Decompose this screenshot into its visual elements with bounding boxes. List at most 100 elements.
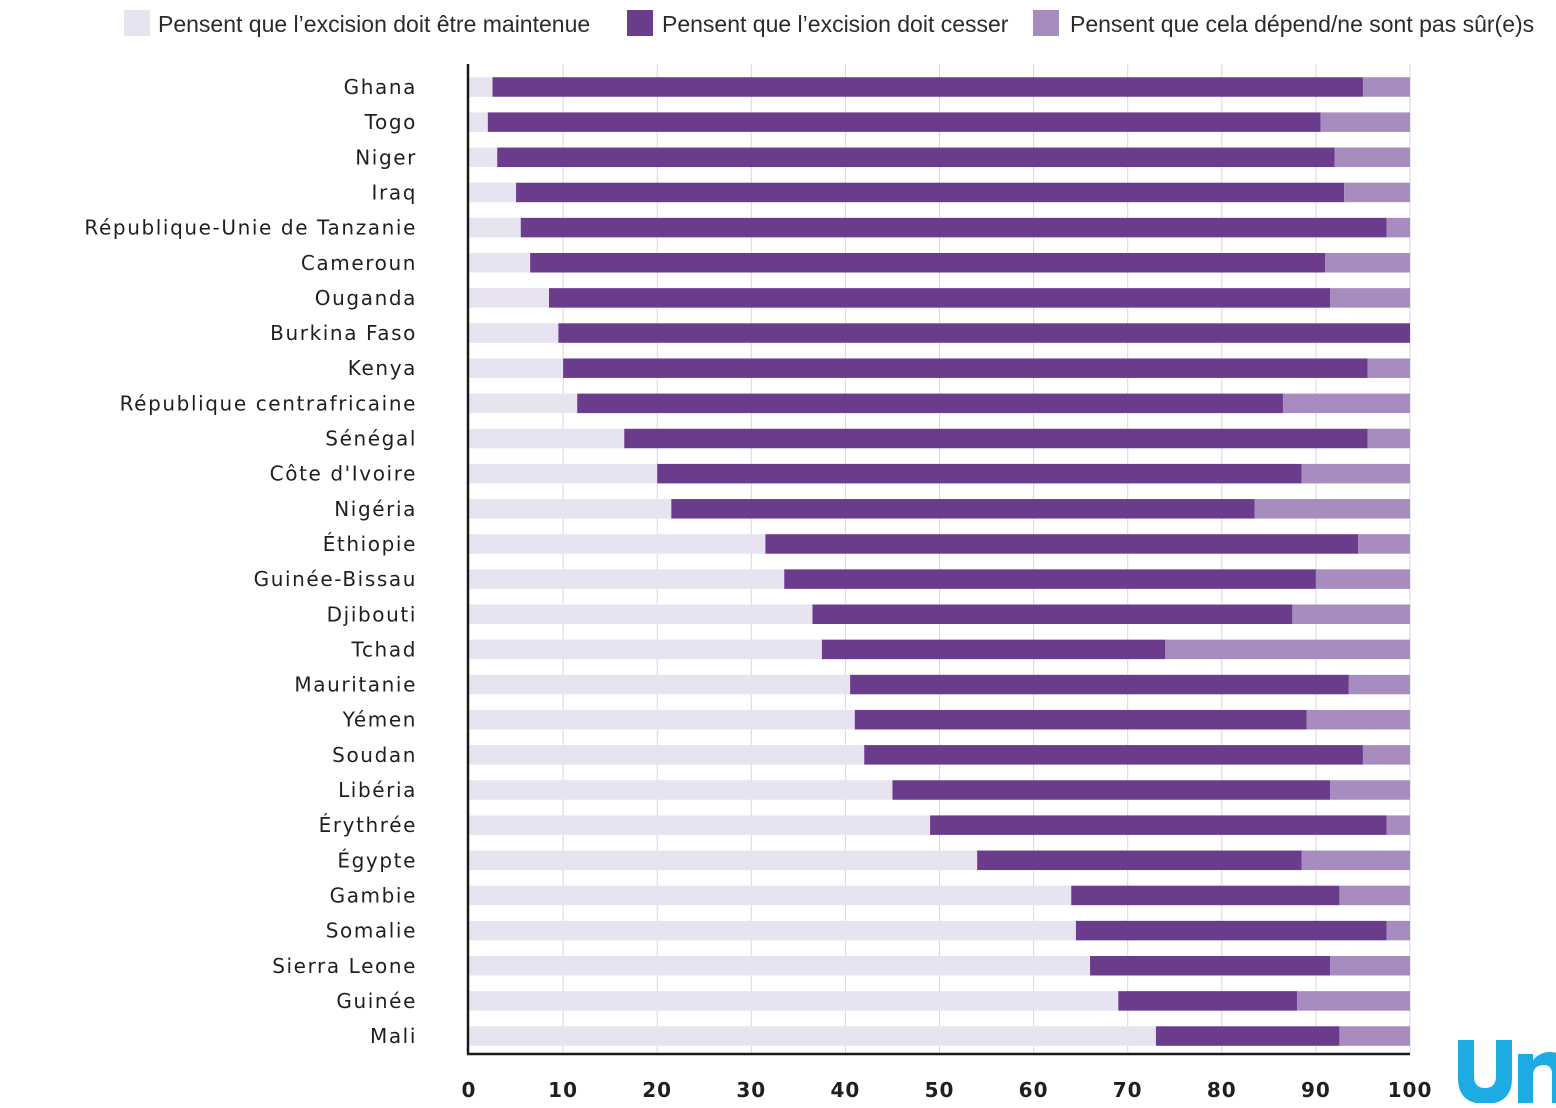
category-label: Libéria — [338, 778, 417, 802]
bar-segment — [497, 147, 1335, 168]
legend-label: Pensent que l’excision doit être mainten… — [158, 11, 590, 37]
category-label: Soudan — [332, 743, 417, 767]
bar-segment — [469, 323, 559, 343]
category-label: Burkina Faso — [270, 321, 417, 345]
logo-letter-n — [1518, 1052, 1556, 1103]
category-label: Éthiopie — [323, 532, 417, 556]
legend-swatch — [124, 10, 150, 36]
bar-segment — [1344, 182, 1410, 203]
category-label: Mali — [370, 1024, 417, 1048]
x-tick-label: 80 — [1207, 1078, 1237, 1102]
bar-segment — [469, 745, 865, 765]
category-label: Égypte — [337, 848, 417, 872]
category-label: Tchad — [351, 637, 417, 661]
bar-segment — [1325, 253, 1410, 273]
bar-segment — [469, 674, 851, 695]
bar-segment — [1254, 499, 1410, 519]
category-label: Yémen — [342, 708, 417, 732]
bar-segment — [864, 745, 1363, 765]
bar-segment — [624, 428, 1368, 449]
logo-wordmark — [1458, 1040, 1556, 1103]
bar-segment — [469, 288, 549, 308]
bar-segment — [469, 77, 493, 97]
bar-segment — [469, 499, 672, 519]
bar-segment — [1386, 217, 1410, 238]
bar-segment — [469, 956, 1091, 976]
bar-segment — [1386, 920, 1410, 941]
category-label: Côte d'Ivoire — [270, 462, 417, 486]
bar-segment — [1165, 639, 1410, 660]
bar-segment — [469, 358, 564, 378]
bar-segment — [850, 674, 1349, 695]
bar-segment — [469, 1026, 1156, 1046]
bar-segment — [469, 604, 813, 624]
bar-segment — [1339, 1026, 1410, 1046]
bar-segment — [1282, 393, 1410, 414]
bar-segment — [1334, 147, 1410, 168]
bar-segment — [1090, 956, 1331, 976]
bar-segment — [469, 534, 766, 554]
bar-segment — [1386, 815, 1410, 835]
x-tick-label: 70 — [1113, 1078, 1143, 1102]
category-label: Nigéria — [334, 497, 417, 521]
unicef-logo-icon — [1452, 1028, 1556, 1103]
x-tick-label: 60 — [1019, 1078, 1049, 1102]
logo-letter-u — [1458, 1040, 1512, 1103]
bar-segment — [469, 991, 1119, 1011]
bar-segment — [469, 815, 931, 835]
bar-segment — [1301, 850, 1410, 871]
x-tick-label: 50 — [925, 1078, 955, 1102]
bar-segment — [469, 428, 625, 449]
bar-segment — [892, 780, 1331, 800]
bar-segment — [1155, 1026, 1340, 1046]
bar-segment — [784, 569, 1316, 589]
bar-segment — [548, 288, 1331, 308]
category-label: Sierra Leone — [272, 954, 417, 978]
bar-segment — [487, 112, 1321, 132]
bar-segment — [469, 639, 822, 660]
bar-segment — [1330, 956, 1410, 976]
x-tick-label: 100 — [1388, 1078, 1433, 1102]
bar-segment — [1362, 77, 1410, 97]
bar-segment — [1315, 569, 1410, 589]
bar-segment — [765, 534, 1359, 554]
bar-segment — [1292, 604, 1410, 624]
category-label: Djibouti — [327, 602, 417, 626]
legend-swatch — [627, 10, 653, 36]
bar-segment — [1075, 920, 1387, 941]
bar-segment — [1320, 112, 1410, 132]
x-tick-label: 20 — [642, 1078, 672, 1102]
bar-segment — [469, 253, 531, 273]
bar-segment — [530, 253, 1326, 273]
bar-segment — [1118, 991, 1298, 1011]
bar-segment — [1367, 428, 1410, 449]
category-label: Guinée-Bissau — [254, 567, 417, 591]
category-label: République centrafricaine — [120, 391, 417, 415]
category-label: Mauritanie — [294, 673, 417, 697]
bar-segment — [469, 780, 893, 800]
category-label: Iraq — [372, 180, 417, 204]
bar-segment — [1330, 780, 1410, 800]
category-label: Ghana — [344, 75, 417, 99]
bar-segment — [516, 182, 1345, 203]
bar-segment — [1367, 358, 1410, 378]
x-tick-label: 0 — [462, 1078, 477, 1102]
category-label: Érythrée — [319, 813, 417, 837]
x-tick-label: 30 — [736, 1078, 766, 1102]
category-label: Kenya — [348, 356, 417, 380]
category-label: Niger — [355, 145, 417, 169]
bar-segment — [821, 639, 1166, 660]
bar-segment — [469, 147, 498, 168]
category-label: Sénégal — [325, 427, 417, 451]
bar-segment — [469, 393, 578, 414]
bar-segment — [1339, 885, 1410, 906]
legend-swatch — [1033, 10, 1059, 36]
category-label: Somalie — [326, 919, 417, 943]
bar-segment — [469, 920, 1076, 941]
bar-segment — [469, 217, 521, 238]
bar-segment — [1071, 885, 1340, 906]
category-label: Cameroun — [301, 251, 417, 275]
bar-segment — [1348, 674, 1410, 695]
